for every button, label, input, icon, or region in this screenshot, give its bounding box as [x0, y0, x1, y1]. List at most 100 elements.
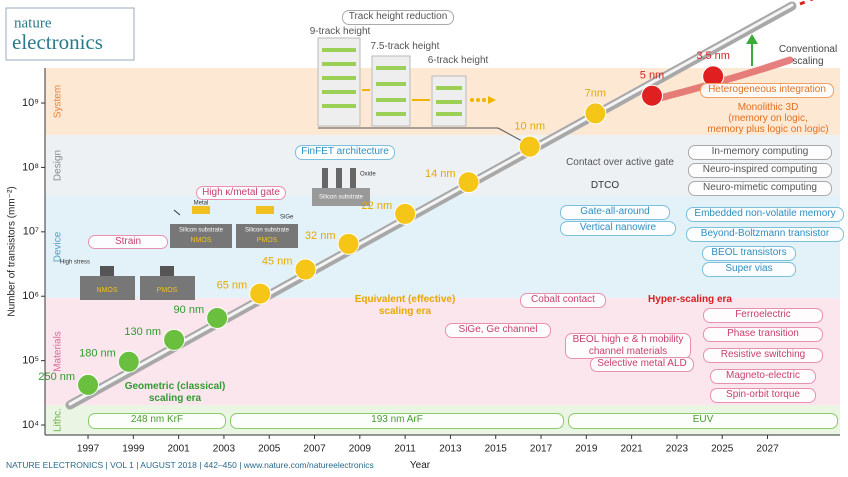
x-tick-label: 2019 [575, 444, 598, 455]
x-tick-label: 2027 [756, 444, 779, 455]
logo-text: nature [14, 15, 52, 31]
device-label: High stress [60, 260, 90, 266]
system-text: Monolithic 3D [737, 102, 799, 113]
era-label: Equivalent (effective) scaling era [354, 294, 456, 317]
y-tick-label: 10⁶ [22, 290, 39, 302]
arrow-head [746, 34, 758, 44]
node-label: 180 nm [79, 348, 116, 360]
node-point [394, 202, 417, 225]
device-label: Silicon substrate [319, 195, 364, 201]
device-tag: High κ/metal gate [196, 186, 286, 200]
x-tick-label: 2005 [258, 444, 281, 455]
device-label: SiGe [280, 215, 294, 221]
materials-tag: SiGe, Ge channel [445, 323, 551, 338]
device-tag: Vertical nanowire [560, 221, 676, 236]
band-label: Device [53, 231, 64, 262]
x-tick-label: 1999 [122, 444, 145, 455]
litho-tag: 193 nm ArF [230, 413, 564, 429]
device-label: Metal [194, 201, 209, 207]
node-point [117, 350, 140, 373]
x-tick-label: 2025 [711, 444, 734, 455]
litho-tag: 248 nm KrF [88, 413, 226, 429]
node-point [337, 232, 360, 255]
band-label: System [53, 85, 64, 118]
node-point [584, 102, 607, 125]
node-label: 22 nm [362, 200, 393, 212]
track-title: Track height reduction [342, 10, 454, 25]
conventional-curve [656, 56, 794, 102]
trend-extension [799, 0, 815, 6]
y-tick-label: 10⁵ [22, 355, 39, 367]
x-tick-label: 2011 [394, 444, 416, 455]
y-tick-label: 10⁹ [22, 97, 39, 109]
system-tag: Heterogeneous integration [700, 83, 834, 98]
node-point [294, 258, 317, 281]
node-label: 14 nm [425, 168, 456, 180]
x-tick-label: 2015 [485, 444, 508, 455]
device-tag: BEOL transistors [702, 246, 796, 261]
device-tag: Gate-all-around [560, 205, 670, 220]
device-tag: Beyond-Boltzmann transistor [686, 227, 844, 242]
materials-tag: Resistive switching [703, 348, 823, 363]
node-point [518, 135, 541, 158]
design-text: Contact over active gate [566, 157, 674, 168]
node-point [163, 328, 186, 351]
device-tag: FinFET architecture [295, 145, 395, 160]
track-label: 9-track height [309, 26, 371, 37]
node-point [206, 306, 229, 329]
era-label: Hyper-scaling era [648, 294, 732, 305]
node-label: 90 nm [174, 304, 205, 316]
node-label: 45 nm [262, 255, 293, 267]
device-label: PMOS [157, 287, 178, 294]
x-tick-label: 2003 [213, 444, 236, 455]
node-label: 7nm [585, 87, 606, 99]
device-label: Silicon substrate [245, 228, 290, 234]
design-tag: In-memory computing [688, 145, 832, 160]
materials-tag: Phase transition [703, 327, 823, 342]
x-tick-label: 1997 [77, 444, 100, 455]
device-label: Oxide [360, 172, 376, 178]
design-tag: Neuro-mimetic computing [688, 181, 832, 196]
node-label: 130 nm [124, 326, 161, 338]
band-label: Lithc. [53, 408, 64, 432]
device-label: Silicon substrate [179, 228, 224, 234]
band-label: Design [53, 150, 64, 181]
device-tag: Super vias [702, 262, 796, 277]
device-label: NMOS [191, 237, 212, 244]
materials-tag: Spin-orbit torque [710, 388, 816, 403]
device-tag: Embedded non-volatile memory [686, 207, 844, 222]
conventional-label: Conventional scaling [778, 44, 838, 67]
node-label: 10 nm [514, 121, 545, 133]
node-label: 32 nm [305, 230, 336, 242]
y-tick-label: 10⁸ [22, 161, 39, 173]
node-label: 250 nm [38, 371, 75, 383]
litho-tag: EUV [568, 413, 838, 429]
band-label: Materials [53, 331, 64, 372]
design-text: DTCO [590, 180, 620, 191]
design-tag: Neuro-inspired computing [688, 163, 832, 178]
system-text: (memory on logic, [728, 113, 808, 124]
system-text: memory plus logic on logic) [707, 124, 829, 135]
device-images [80, 168, 370, 300]
device-label: PMOS [257, 237, 278, 244]
materials-tag: Magneto-electric [710, 369, 816, 384]
track-label: 7.5-track height [370, 41, 440, 52]
footer: NATURE ELECTRONICS | VOL 1 | AUGUST 2018… [6, 460, 374, 470]
era-label: Geometric (classical) scaling era [124, 381, 226, 404]
logo-box [5, 7, 135, 61]
x-tick-label: 2013 [439, 444, 462, 455]
node-point [457, 171, 480, 194]
trend-highlight [68, 3, 794, 406]
track-images [317, 37, 536, 149]
x-tick-label: 2021 [620, 444, 643, 455]
y-tick-label: 10⁴ [22, 419, 39, 431]
materials-tag: BEOL high e & h mobility channel materia… [565, 333, 691, 359]
x-tick-label: 2007 [303, 444, 326, 455]
x-tick-label: 2017 [530, 444, 553, 455]
y-tick-label: 10⁷ [23, 226, 39, 238]
node-label: 5 nm [640, 70, 664, 82]
node-label: 3.5 nm [696, 50, 730, 62]
node-point [77, 373, 100, 396]
marks: 250 nm 180 nm 130 nm 90 nm 65 nm 45 nm 32 nm 22… [38, 0, 815, 410]
